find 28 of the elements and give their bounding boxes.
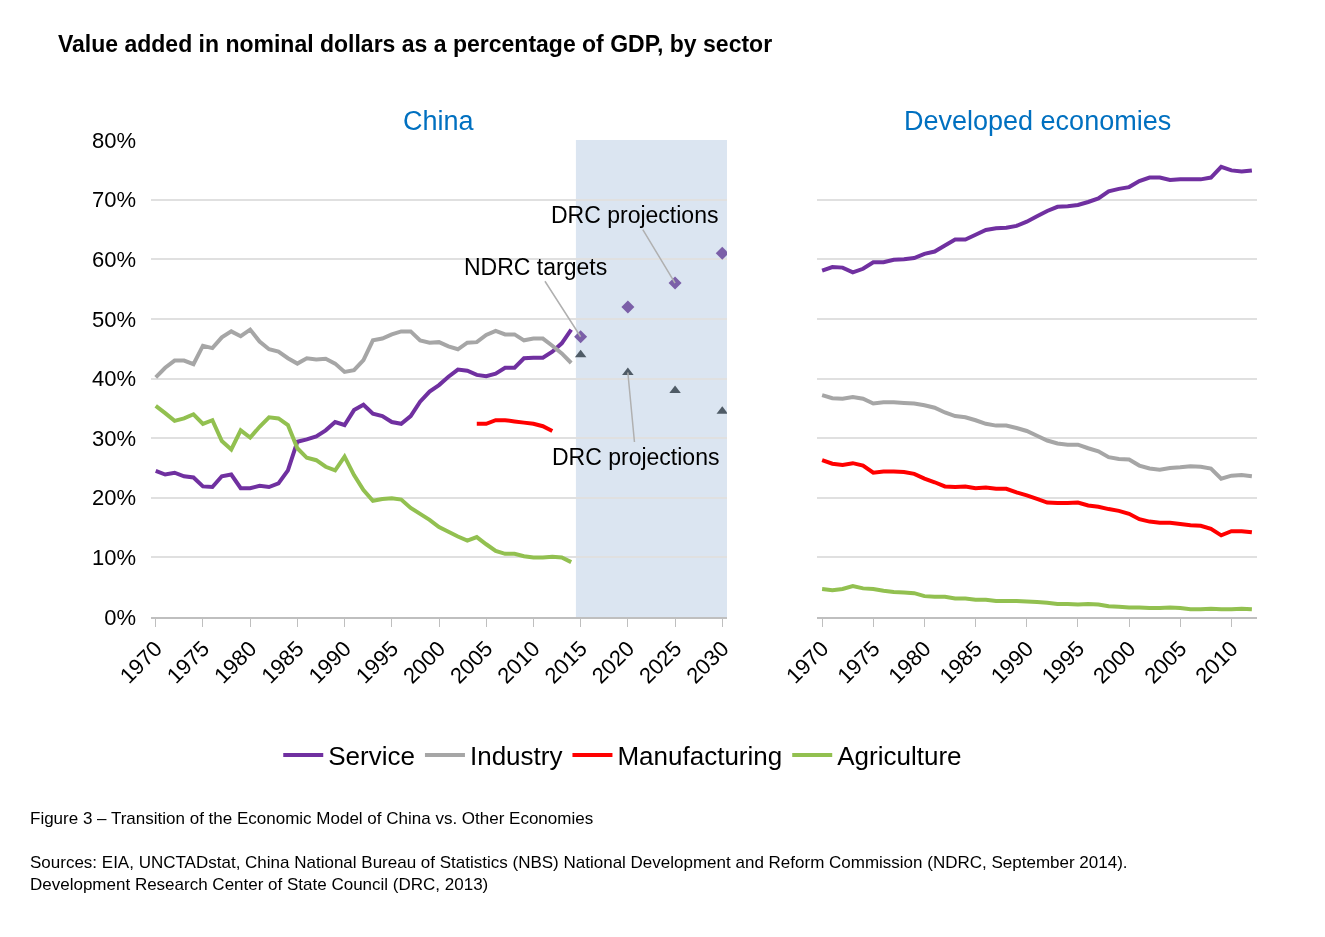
y-tick-label: 80% bbox=[91, 127, 136, 153]
legend-label: Manufacturing bbox=[617, 741, 783, 772]
y-tick-label: 20% bbox=[91, 485, 136, 511]
point bbox=[574, 330, 588, 344]
point bbox=[668, 276, 682, 290]
point bbox=[621, 300, 635, 314]
annotation: DRC projections bbox=[551, 202, 719, 228]
point bbox=[716, 406, 727, 414]
legend-label: Agriculture bbox=[837, 741, 962, 772]
chart-subtitle: China bbox=[403, 106, 475, 136]
legend-label: Service bbox=[328, 741, 415, 772]
y-tick-label: 40% bbox=[91, 366, 136, 392]
chart-title: Value added in nominal dollars as a percentage of GDP, by sector bbox=[58, 31, 773, 57]
source-note: Sources: EIA, UNCTADstat, China National Bureau of Statistics (NBS) National Development and Reform Commission (NDRC, September 2014). Development Research Center of State Council (DRC, 2013) bbox=[30, 853, 1128, 895]
y-tick-label: 10% bbox=[91, 545, 136, 571]
y-tick-label: 70% bbox=[91, 187, 136, 213]
y-tick-label: 0% bbox=[104, 604, 136, 630]
point bbox=[715, 246, 727, 260]
y-tick-label: 60% bbox=[91, 246, 136, 272]
legend-label: Industry bbox=[469, 741, 563, 772]
caption: Figure 3 – Transition of the Economic Model of China vs. Other Economies bbox=[30, 809, 594, 828]
line-series bbox=[474, 418, 555, 433]
y-tick-label: 30% bbox=[91, 425, 136, 451]
annotation: DRC projections bbox=[552, 444, 720, 470]
line-series bbox=[153, 327, 574, 380]
annotation: NDRC targets bbox=[464, 254, 608, 280]
chart-title: Developed economies bbox=[904, 106, 1172, 136]
y-tick-label: 50% bbox=[91, 306, 136, 332]
